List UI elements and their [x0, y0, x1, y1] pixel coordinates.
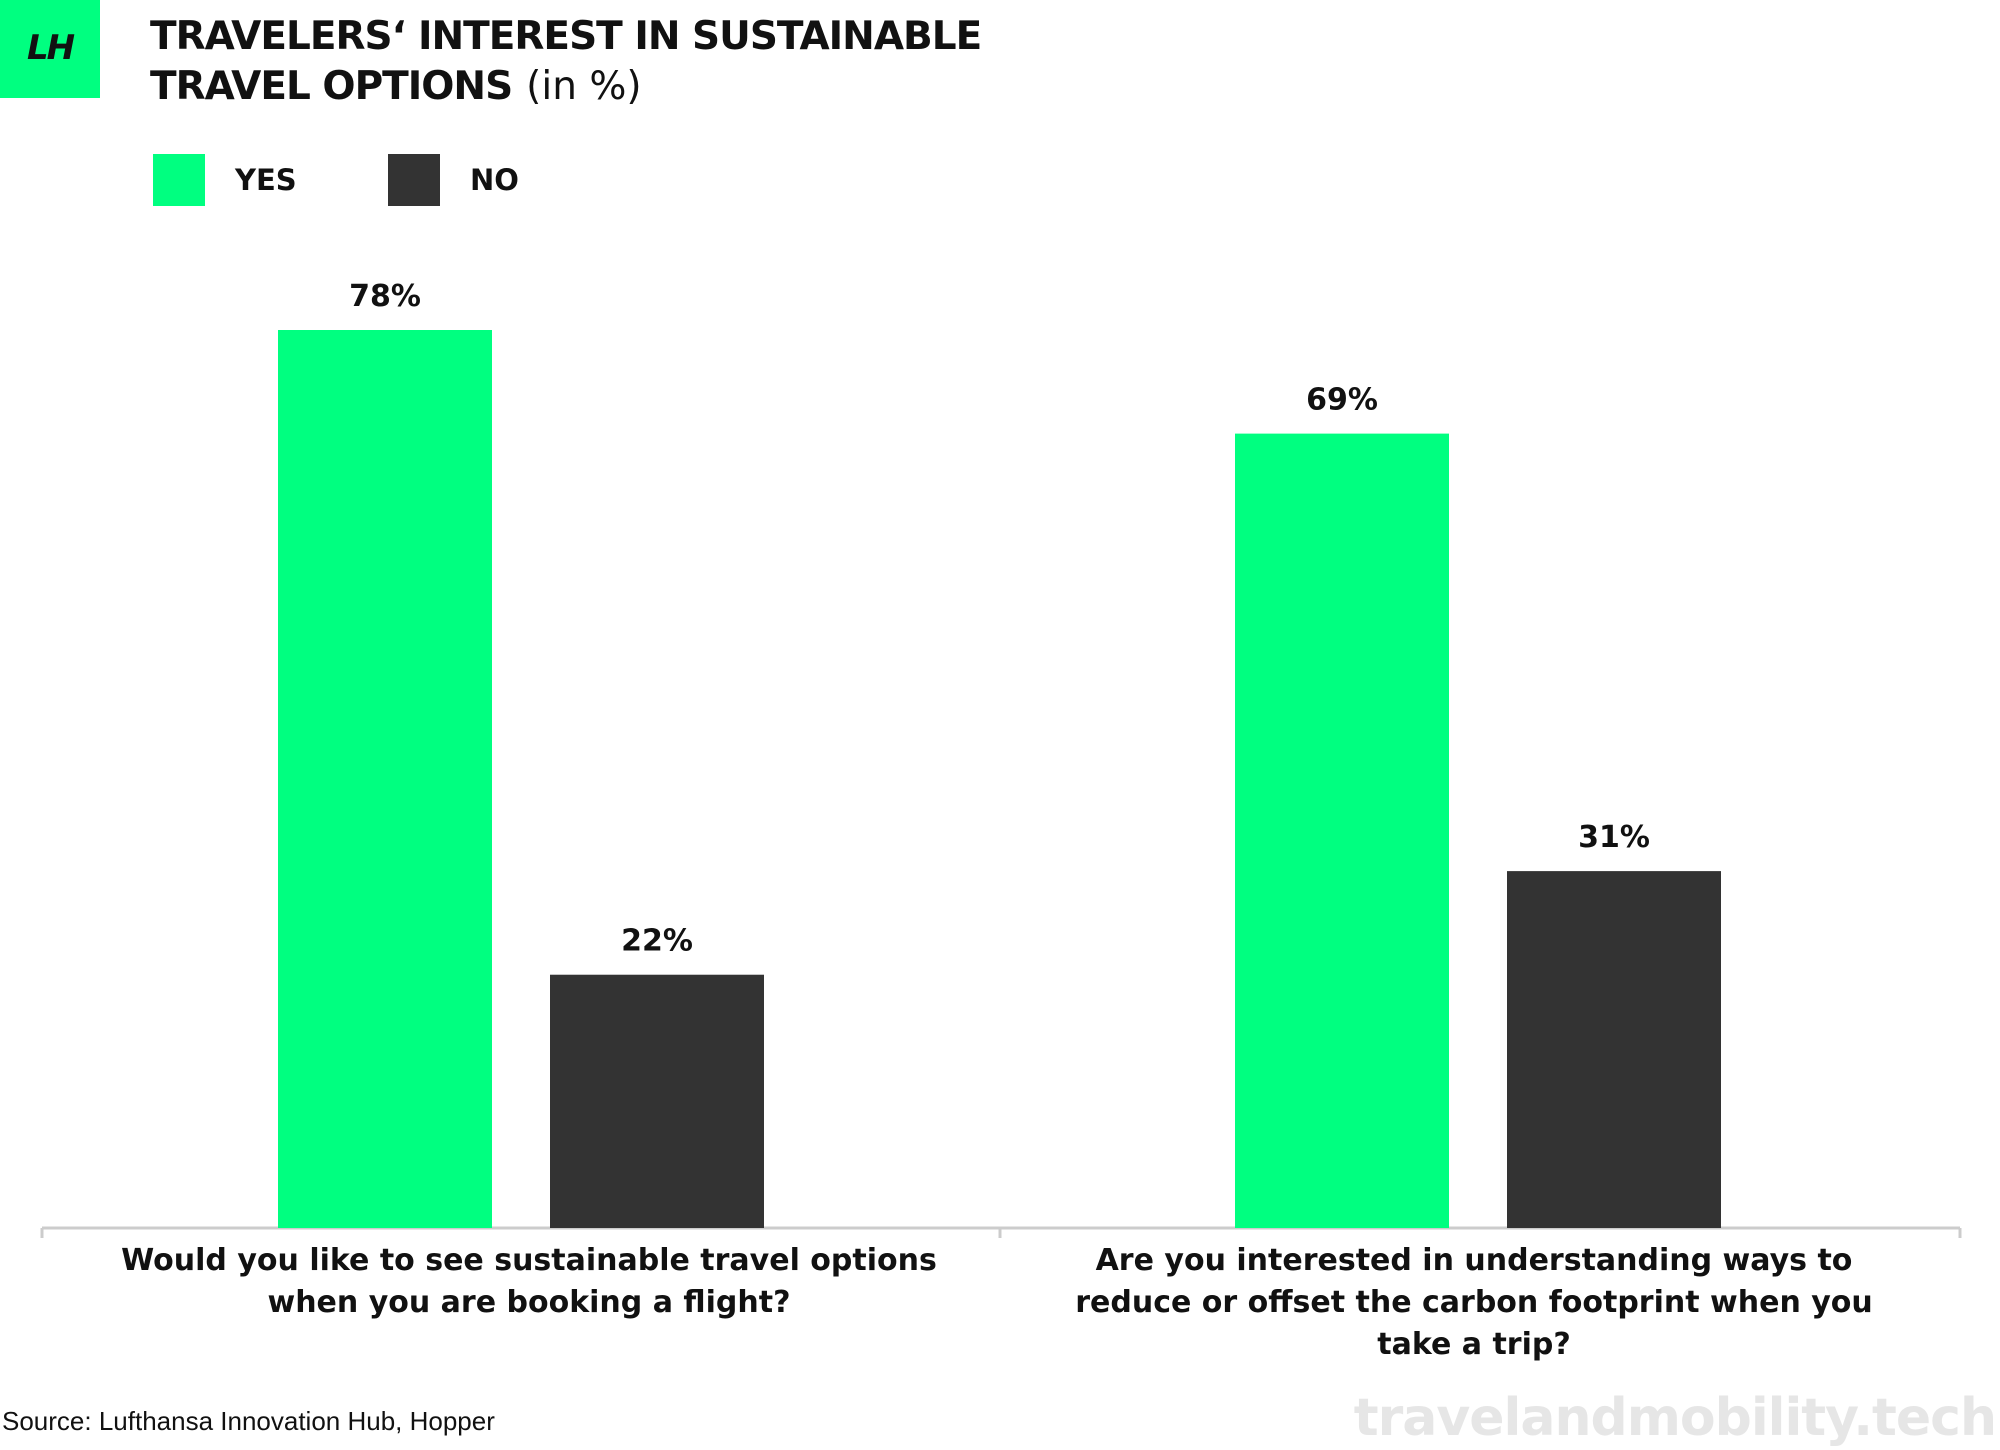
category-label-1-line-0: Are you interested in understanding ways… — [1096, 1243, 1853, 1278]
title-line-1: TRAVELERS‘ INTEREST IN SUSTAINABLE — [150, 14, 982, 59]
bar-no-1 — [1507, 871, 1721, 1228]
bar-yes-1 — [1235, 433, 1449, 1229]
legend-label-no: NO — [470, 163, 519, 197]
bar-no-0 — [550, 974, 764, 1228]
legend-label-yes: YES — [235, 163, 297, 197]
bar-yes-0 — [278, 330, 492, 1228]
chart-title: TRAVELERS‘ INTEREST IN SUSTAINABLE TRAVE… — [150, 12, 1050, 112]
legend-item-yes: YES — [153, 154, 297, 206]
category-label-0-line-1: when you are booking a flight? — [267, 1285, 790, 1320]
data-label-no-0: 22% — [621, 924, 693, 959]
legend-swatch-yes — [153, 154, 205, 206]
category-label-1-line-1: reduce or offset the carbon footprint wh… — [1075, 1285, 1873, 1320]
logo-text: LH — [26, 28, 75, 68]
title-unit: (in %) — [526, 64, 642, 109]
brand-logo: LH — [0, 0, 100, 98]
category-label-0-line-0: Would you like to see sustainable travel… — [121, 1243, 937, 1278]
data-label-no-1: 31% — [1578, 820, 1650, 855]
legend-swatch-no — [388, 154, 440, 206]
title-line-2-text: TRAVEL OPTIONS — [150, 64, 513, 109]
data-label-yes-1: 69% — [1306, 383, 1378, 418]
legend-item-no: NO — [388, 154, 519, 206]
title-line-2: TRAVEL OPTIONS (in %) — [150, 62, 1050, 112]
category-label-1-line-2: take a trip? — [1377, 1327, 1571, 1362]
source-note: Source: Lufthansa Innovation Hub, Hopper — [2, 1406, 495, 1436]
data-label-yes-0: 78% — [349, 279, 421, 314]
watermark: travelandmobility.tech — [1353, 1388, 1997, 1448]
